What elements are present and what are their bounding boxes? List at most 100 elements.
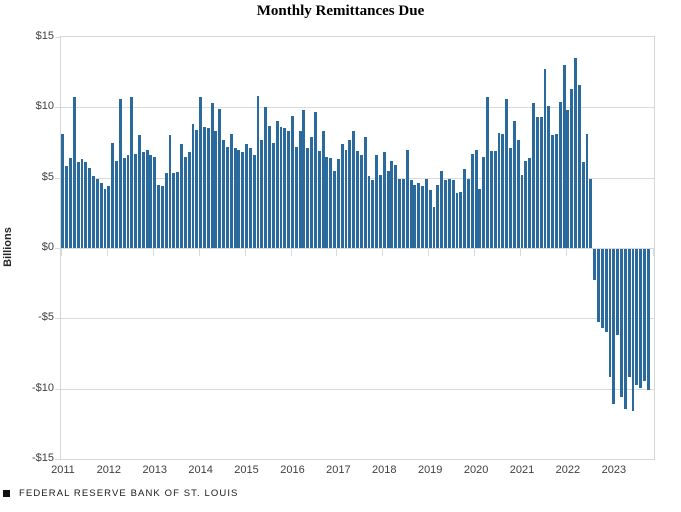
- x-tick-label: 2013: [142, 464, 167, 476]
- bar: [103, 188, 107, 248]
- bar: [115, 160, 118, 248]
- bar: [474, 149, 478, 248]
- bar: [141, 152, 145, 248]
- y-axis-tick: [55, 388, 60, 390]
- x-tick-label: 2018: [372, 464, 397, 476]
- x-tick-label: 2016: [280, 464, 305, 476]
- bar: [432, 207, 436, 248]
- bar: [520, 174, 524, 248]
- gridline: [61, 388, 654, 390]
- bar: [168, 135, 172, 248]
- bar: [164, 173, 168, 248]
- bar: [409, 180, 413, 248]
- bar: [367, 176, 371, 248]
- x-tick-label: 2019: [417, 464, 443, 476]
- bar: [61, 134, 65, 248]
- bar: [122, 157, 126, 248]
- bar: [283, 128, 287, 248]
- bar: [344, 149, 348, 248]
- x-axis-tick: [336, 248, 338, 256]
- bar: [157, 184, 160, 248]
- bar: [581, 162, 585, 248]
- bar: [382, 152, 386, 248]
- bar: [486, 97, 490, 248]
- x-axis-tick: [382, 248, 384, 256]
- x-tick-label: 2012: [96, 464, 122, 476]
- bar: [65, 166, 69, 248]
- x-tick-label: 2017: [326, 464, 351, 476]
- bar: [570, 89, 574, 248]
- bar: [558, 101, 562, 248]
- bar: [206, 128, 210, 248]
- bar: [440, 170, 444, 248]
- bar: [635, 249, 639, 386]
- y-axis-tick: [55, 37, 60, 38]
- bar: [294, 146, 298, 248]
- bar: [642, 249, 646, 382]
- bar: [447, 179, 451, 248]
- bar: [134, 153, 138, 248]
- x-axis-tick: [244, 248, 246, 256]
- bar: [455, 193, 459, 248]
- bar: [187, 152, 191, 248]
- x-axis-tick: [106, 248, 108, 256]
- bar: [604, 249, 608, 332]
- bar: [497, 132, 501, 248]
- bar: [80, 159, 84, 248]
- bar: [428, 190, 432, 248]
- bar: [375, 155, 379, 248]
- bar: [505, 98, 509, 248]
- bar: [547, 105, 551, 248]
- bar: [363, 136, 367, 248]
- bar: [390, 160, 394, 248]
- bar: [218, 108, 222, 248]
- bar: [275, 121, 279, 248]
- y-tick-label: -$5: [38, 311, 54, 324]
- bar: [252, 155, 256, 248]
- bar: [379, 174, 382, 248]
- x-tick-label: 2011: [51, 464, 75, 476]
- bar: [608, 249, 612, 377]
- bar: [268, 125, 271, 248]
- chart-title: Monthly Remittances Due: [256, 3, 425, 19]
- y-tick-label: $0: [41, 241, 54, 253]
- bar: [623, 249, 627, 410]
- bar: [424, 179, 428, 248]
- bar: [145, 149, 149, 248]
- bar: [248, 148, 252, 248]
- bar: [245, 143, 248, 248]
- bar: [271, 142, 275, 248]
- bar: [348, 139, 352, 248]
- bar: [639, 249, 643, 389]
- bar: [107, 186, 111, 248]
- bar: [333, 170, 336, 248]
- y-tick-label: $15: [35, 30, 54, 42]
- x-tick-label: 2015: [234, 464, 259, 476]
- bar: [153, 156, 157, 248]
- chart-footer: FEDERAL RESERVE BANK OF ST. LOUIS: [3, 488, 239, 499]
- bar: [111, 142, 115, 248]
- bar: [620, 249, 623, 397]
- bar: [287, 131, 291, 248]
- bar: [84, 162, 88, 248]
- x-axis-tick: [474, 248, 476, 256]
- y-axis-tick: [55, 107, 60, 109]
- bar: [149, 155, 153, 248]
- bar: [493, 150, 497, 248]
- bar: [562, 65, 566, 248]
- bar: [191, 124, 195, 248]
- bar: [535, 117, 539, 248]
- bar: [616, 249, 620, 335]
- bar: [298, 131, 302, 248]
- bar: [214, 131, 218, 248]
- bar: [210, 103, 214, 248]
- bar: [317, 150, 321, 248]
- footer-source-text: FEDERAL RESERVE BANK OF ST. LOUIS: [19, 488, 239, 499]
- bar: [612, 249, 616, 404]
- bar: [199, 97, 203, 248]
- bar: [92, 176, 95, 248]
- gridline: [61, 107, 654, 109]
- bar: [405, 149, 409, 248]
- bar: [466, 179, 470, 248]
